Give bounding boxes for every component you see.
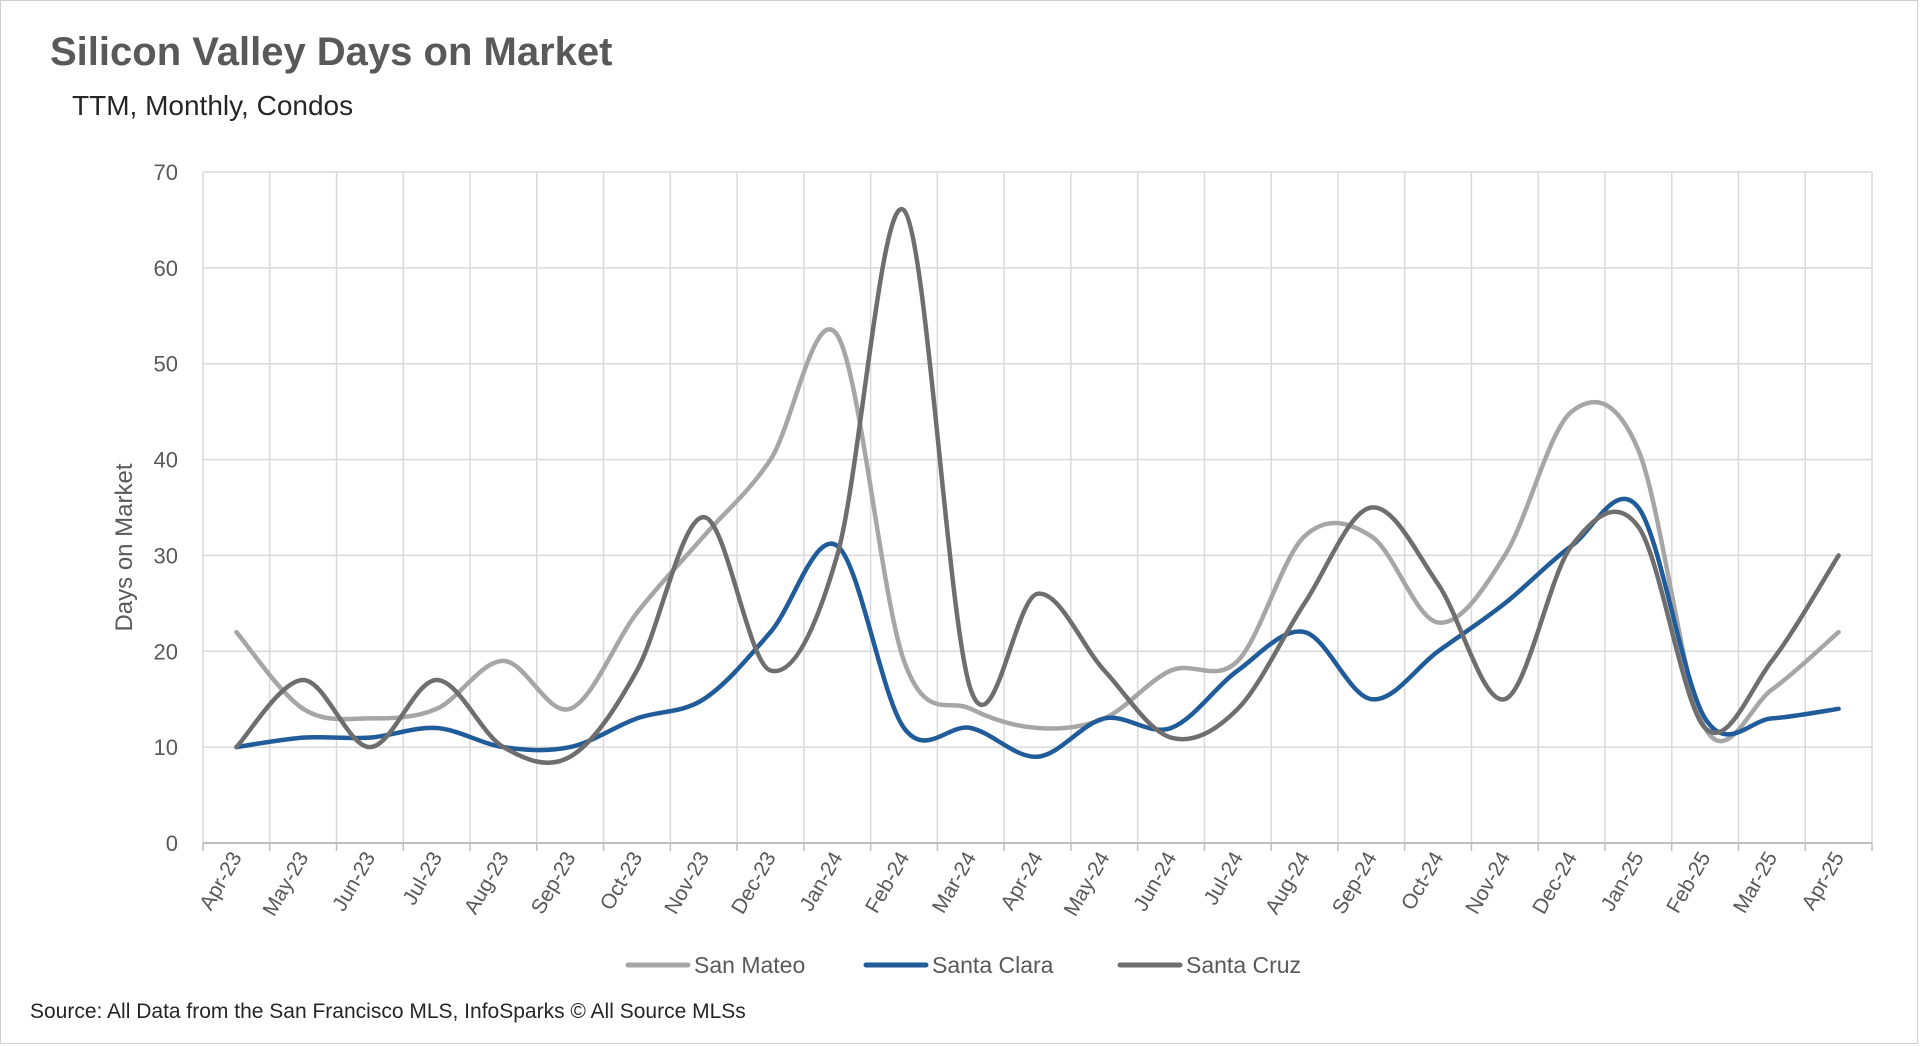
series-lines: [234, 206, 1841, 765]
y-axis-ticks: 0 10 20 30 40 50 60 70: [154, 160, 178, 856]
chart-title: Silicon Valley Days on Market: [50, 30, 613, 74]
y-tick-label: 60: [154, 256, 178, 281]
y-tick-label: 50: [154, 352, 178, 377]
x-tick-label: Nov-23: [660, 848, 714, 918]
y-axis-title: Days on Market: [111, 463, 138, 631]
y-tick-label: 20: [154, 639, 178, 664]
x-tick-label: Apr-24: [996, 848, 1048, 914]
x-tick-label: Feb-24: [861, 848, 914, 917]
legend-label-san-mateo: San Mateo: [694, 952, 805, 978]
y-tick-label: 70: [154, 160, 178, 185]
gridlines: [202, 171, 1873, 844]
x-axis: Apr-23 May-23 Jun-23 Jul-23 Aug-23 Sep-23 Oct-…: [195, 842, 1873, 920]
x-tick-label: Jun-24: [1129, 848, 1181, 915]
x-tick-label: Feb-25: [1662, 848, 1715, 917]
x-tick-label: Jan-25: [1597, 848, 1649, 915]
series-line-santa-cruz: [234, 206, 1841, 765]
legend: San Mateo Santa Clara Santa Cruz: [625, 952, 1301, 978]
chart-subtitle: TTM, Monthly, Condos: [72, 90, 354, 121]
y-tick-label: 10: [154, 735, 178, 760]
x-tick-label: Oct-24: [1397, 848, 1449, 914]
x-tick-label: Nov-24: [1461, 848, 1515, 918]
x-tick-label: Oct-23: [596, 848, 647, 914]
x-tick-label: May-23: [259, 848, 314, 920]
x-tick-label: Aug-23: [460, 848, 514, 918]
x-tick-label: Jan-24: [796, 848, 848, 915]
y-tick-label: 30: [154, 543, 178, 568]
x-tick-label: Aug-24: [1261, 848, 1315, 918]
x-tick-label: Jul-23: [398, 848, 447, 909]
y-tick-label: 0: [166, 831, 178, 856]
y-tick-label: 40: [154, 448, 178, 473]
x-tick-label: Dec-23: [727, 848, 781, 918]
source-note: Source: All Data from the San Francisco …: [30, 1000, 746, 1023]
x-tick-label: Sep-24: [1328, 848, 1382, 918]
legend-label-santa-cruz: Santa Cruz: [1186, 952, 1301, 978]
x-tick-label: Dec-24: [1528, 848, 1582, 918]
series-line-san-mateo: [234, 327, 1841, 744]
x-tick-label: Apr-23: [195, 848, 246, 914]
x-tick-label: Apr-25: [1798, 848, 1849, 914]
x-tick-label: May-24: [1060, 848, 1115, 920]
x-tick-label: Mar-24: [928, 848, 981, 917]
legend-label-santa-clara: Santa Clara: [932, 952, 1054, 978]
x-tick-label: Jul-24: [1200, 848, 1249, 909]
x-tick-label: Mar-25: [1729, 848, 1782, 917]
x-tick-label: Jun-23: [328, 848, 380, 915]
x-tick-label: Sep-23: [527, 848, 581, 918]
